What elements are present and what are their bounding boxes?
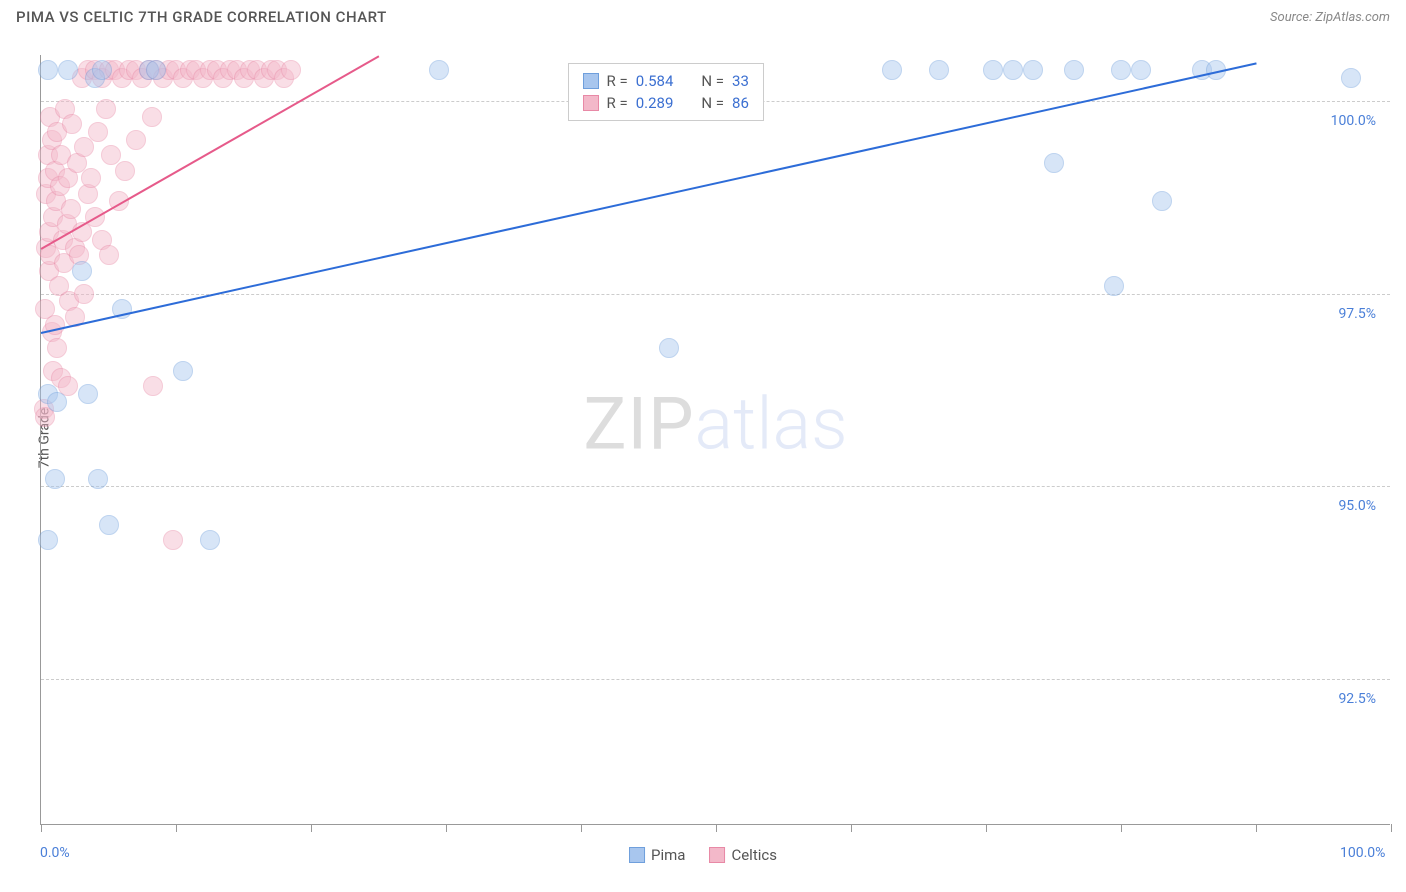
- data-point: [61, 199, 81, 219]
- data-point: [115, 161, 135, 181]
- data-point: [173, 361, 193, 381]
- data-point: [38, 530, 58, 550]
- data-point: [99, 245, 119, 265]
- data-point: [81, 168, 101, 188]
- chart-header: PIMA VS CELTIC 7TH GRADE CORRELATION CHA…: [0, 0, 1406, 34]
- grid-line: [41, 679, 1390, 680]
- data-point: [45, 469, 65, 489]
- data-point: [429, 60, 449, 80]
- data-point: [96, 99, 116, 119]
- data-point: [983, 60, 1003, 80]
- data-point: [163, 530, 183, 550]
- stats-legend: R = 0.584 N = 33 R = 0.289 N = 86: [568, 63, 764, 121]
- data-point: [1104, 276, 1124, 296]
- r-value: 0.289: [636, 94, 674, 112]
- data-point: [58, 60, 78, 80]
- bottom-legend-item: Celtics: [709, 846, 777, 864]
- data-point: [62, 114, 82, 134]
- x-tick: [1391, 824, 1392, 832]
- stats-legend-row: R = 0.289 N = 86: [583, 92, 749, 114]
- n-label: N =: [701, 94, 724, 112]
- bottom-legend: Pima Celtics: [629, 846, 777, 864]
- legend-label: Pima: [651, 846, 685, 864]
- data-point: [929, 60, 949, 80]
- n-value: 86: [732, 94, 749, 112]
- data-point: [143, 376, 163, 396]
- x-tick: [176, 824, 177, 832]
- data-point: [88, 469, 108, 489]
- x-tick: [1256, 824, 1257, 832]
- n-value: 33: [732, 72, 749, 90]
- r-value: 0.584: [636, 72, 674, 90]
- legend-swatch: [583, 73, 599, 89]
- x-tick: [716, 824, 717, 832]
- data-point: [200, 530, 220, 550]
- y-tick-label: 92.5%: [1334, 691, 1380, 707]
- bottom-legend-item: Pima: [629, 846, 685, 864]
- data-point: [142, 107, 162, 127]
- data-point: [146, 60, 166, 80]
- data-point: [1152, 191, 1172, 211]
- x-tick: [986, 824, 987, 832]
- watermark-atlas: atlas: [695, 382, 848, 467]
- data-point: [92, 60, 112, 80]
- chart-title: PIMA VS CELTIC 7TH GRADE CORRELATION CHA…: [16, 8, 387, 26]
- y-tick-label: 97.5%: [1334, 306, 1380, 322]
- x-tick: [1121, 824, 1122, 832]
- data-point: [281, 60, 301, 80]
- data-point: [88, 122, 108, 142]
- data-point: [78, 384, 98, 404]
- data-point: [38, 60, 58, 80]
- r-label: R =: [607, 94, 628, 112]
- data-point: [1044, 153, 1064, 173]
- data-point: [882, 60, 902, 80]
- chart-plot-area: ZIPatlas 92.5% 95.0% 97.5% 100.0% R = 0.584 N …: [40, 55, 1390, 825]
- data-point: [74, 137, 94, 157]
- x-tick: [311, 824, 312, 832]
- legend-swatch: [583, 95, 599, 111]
- watermark-zip: ZIP: [583, 382, 694, 467]
- legend-label: Celtics: [731, 846, 777, 864]
- data-point: [126, 130, 146, 150]
- legend-swatch: [709, 847, 725, 863]
- y-tick-label: 100.0%: [1327, 113, 1380, 129]
- source-label: Source: ZipAtlas.com: [1270, 10, 1390, 25]
- data-point: [1341, 68, 1361, 88]
- data-point: [47, 338, 67, 358]
- data-point: [659, 338, 679, 358]
- data-point: [99, 515, 119, 535]
- n-label: N =: [701, 72, 724, 90]
- watermark: ZIPatlas: [583, 382, 847, 467]
- data-point: [47, 392, 67, 412]
- grid-line: [41, 294, 1390, 295]
- data-point: [1023, 60, 1043, 80]
- x-tick: [41, 824, 42, 832]
- stats-legend-row: R = 0.584 N = 33: [583, 70, 749, 92]
- grid-line: [41, 486, 1390, 487]
- data-point: [1131, 60, 1151, 80]
- x-tick-label: 0.0%: [40, 845, 70, 861]
- r-label: R =: [607, 72, 628, 90]
- x-tick: [581, 824, 582, 832]
- data-point: [74, 284, 94, 304]
- x-tick-label: 100.0%: [1340, 845, 1385, 861]
- y-tick-label: 95.0%: [1334, 498, 1380, 514]
- legend-swatch: [629, 847, 645, 863]
- data-point: [72, 261, 92, 281]
- data-point: [1111, 60, 1131, 80]
- x-tick: [446, 824, 447, 832]
- x-tick: [851, 824, 852, 832]
- data-point: [1003, 60, 1023, 80]
- data-point: [1064, 60, 1084, 80]
